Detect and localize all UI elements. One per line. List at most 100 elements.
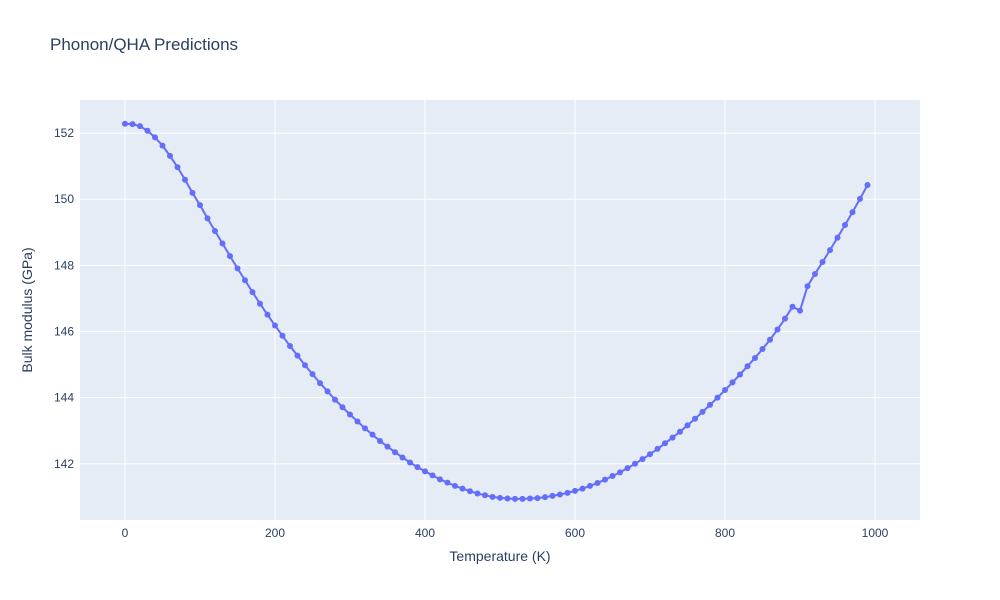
- data-point[interactable]: [122, 120, 128, 127]
- data-point[interactable]: [497, 494, 503, 501]
- data-point[interactable]: [632, 460, 638, 467]
- data-point[interactable]: [609, 473, 616, 480]
- data-point[interactable]: [257, 300, 263, 307]
- data-point[interactable]: [204, 215, 211, 222]
- data-point[interactable]: [294, 352, 301, 359]
- data-point[interactable]: [767, 336, 773, 343]
- data-point[interactable]: [452, 482, 458, 489]
- data-point[interactable]: [332, 396, 338, 403]
- data-point[interactable]: [422, 468, 428, 475]
- data-point[interactable]: [167, 152, 173, 159]
- data-point[interactable]: [804, 283, 811, 290]
- data-point[interactable]: [594, 479, 601, 486]
- data-point[interactable]: [279, 332, 286, 339]
- data-point[interactable]: [482, 492, 488, 499]
- data-point[interactable]: [444, 479, 451, 486]
- data-point[interactable]: [407, 459, 413, 466]
- data-point[interactable]: [797, 307, 803, 314]
- data-point[interactable]: [864, 181, 871, 188]
- data-point[interactable]: [842, 222, 848, 229]
- data-point[interactable]: [474, 490, 481, 497]
- data-point[interactable]: [572, 487, 578, 494]
- data-point[interactable]: [227, 253, 233, 260]
- data-point[interactable]: [219, 240, 226, 247]
- data-point[interactable]: [512, 495, 518, 502]
- data-point[interactable]: [534, 495, 541, 502]
- data-point[interactable]: [699, 408, 706, 415]
- data-point[interactable]: [849, 209, 856, 216]
- data-point[interactable]: [182, 176, 188, 183]
- data-point[interactable]: [197, 202, 203, 209]
- data-point[interactable]: [782, 315, 788, 322]
- data-point[interactable]: [714, 394, 721, 401]
- data-point[interactable]: [579, 485, 586, 492]
- data-point[interactable]: [309, 371, 316, 378]
- data-point[interactable]: [759, 346, 766, 353]
- data-point[interactable]: [557, 491, 563, 498]
- data-point[interactable]: [812, 270, 818, 277]
- data-point[interactable]: [429, 472, 436, 479]
- data-point[interactable]: [662, 440, 668, 447]
- data-point[interactable]: [549, 492, 556, 499]
- data-point[interactable]: [819, 259, 826, 266]
- data-point[interactable]: [369, 431, 376, 438]
- data-point[interactable]: [789, 303, 796, 310]
- data-point[interactable]: [189, 189, 196, 196]
- data-point[interactable]: [354, 418, 361, 425]
- data-point[interactable]: [152, 134, 158, 141]
- data-point[interactable]: [467, 488, 473, 495]
- data-point[interactable]: [669, 434, 676, 441]
- data-point[interactable]: [834, 234, 841, 241]
- data-point[interactable]: [729, 379, 736, 386]
- data-point[interactable]: [647, 451, 653, 458]
- data-point[interactable]: [272, 322, 278, 329]
- data-point[interactable]: [212, 227, 218, 234]
- data-point[interactable]: [339, 404, 346, 411]
- data-point[interactable]: [362, 425, 368, 432]
- data-point[interactable]: [384, 443, 391, 450]
- data-point[interactable]: [302, 362, 308, 369]
- data-point[interactable]: [287, 343, 293, 350]
- data-point[interactable]: [129, 121, 136, 128]
- data-point[interactable]: [249, 289, 256, 296]
- data-point[interactable]: [752, 354, 758, 361]
- data-point[interactable]: [317, 380, 323, 387]
- data-point[interactable]: [692, 415, 698, 422]
- data-point[interactable]: [347, 411, 353, 418]
- data-point[interactable]: [827, 247, 833, 254]
- data-point[interactable]: [774, 326, 781, 333]
- data-point[interactable]: [399, 454, 406, 461]
- data-point[interactable]: [437, 476, 443, 483]
- data-point[interactable]: [377, 437, 383, 444]
- data-point[interactable]: [159, 142, 166, 149]
- data-point[interactable]: [459, 485, 466, 492]
- data-point[interactable]: [617, 469, 623, 476]
- data-point[interactable]: [504, 495, 511, 502]
- data-point[interactable]: [234, 265, 241, 272]
- data-point[interactable]: [624, 465, 631, 472]
- data-point[interactable]: [857, 195, 863, 202]
- data-point[interactable]: [722, 387, 728, 394]
- data-point[interactable]: [242, 277, 248, 284]
- data-point[interactable]: [519, 495, 526, 502]
- data-point[interactable]: [137, 123, 143, 130]
- data-point[interactable]: [639, 456, 646, 463]
- data-point[interactable]: [144, 127, 151, 134]
- data-point[interactable]: [542, 494, 548, 501]
- data-point[interactable]: [684, 422, 691, 429]
- data-point[interactable]: [414, 464, 421, 471]
- data-point[interactable]: [564, 489, 571, 496]
- data-point[interactable]: [737, 371, 743, 378]
- data-point[interactable]: [707, 401, 713, 408]
- data-point[interactable]: [602, 476, 608, 483]
- data-point[interactable]: [489, 493, 496, 500]
- data-point[interactable]: [392, 449, 398, 456]
- data-point[interactable]: [527, 495, 533, 502]
- data-point[interactable]: [587, 482, 593, 489]
- data-point[interactable]: [324, 388, 331, 395]
- data-point[interactable]: [654, 445, 661, 452]
- data-point[interactable]: [677, 428, 683, 435]
- data-point[interactable]: [264, 311, 271, 318]
- data-point[interactable]: [744, 363, 751, 370]
- data-point[interactable]: [174, 164, 181, 171]
